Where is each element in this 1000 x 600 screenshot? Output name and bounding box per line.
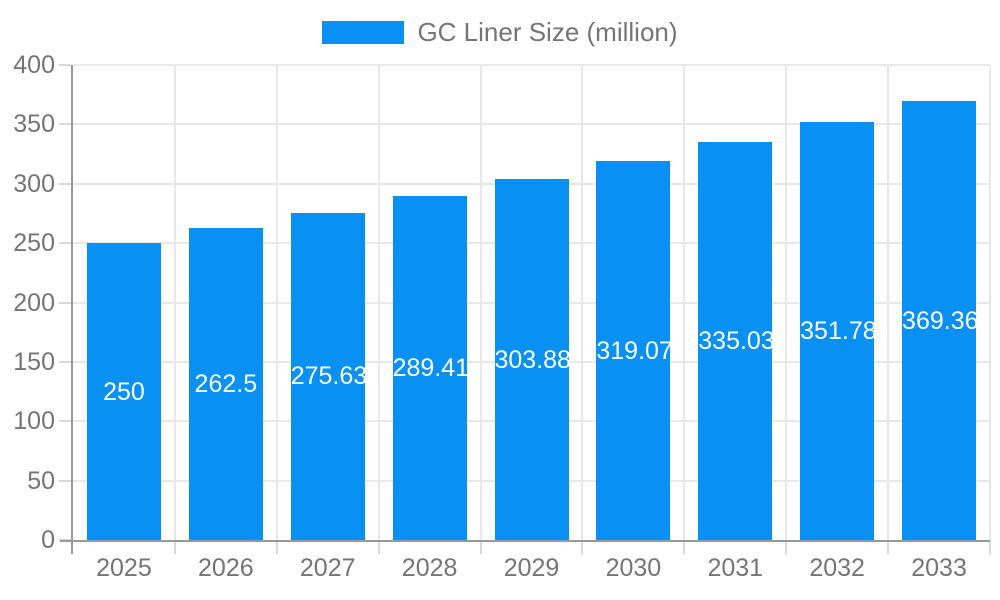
x-axis-tick <box>581 540 584 554</box>
x-axis-tick-label: 2027 <box>299 554 356 582</box>
bar-value-label: 303.88 <box>494 345 571 374</box>
x-axis-tick-label: 2026 <box>198 554 254 582</box>
bar[interactable] <box>902 101 977 540</box>
y-axis-tick <box>59 360 71 363</box>
bar[interactable] <box>392 196 467 540</box>
v-gridline <box>887 65 890 540</box>
v-gridline <box>989 65 991 540</box>
y-axis-tick-label: 200 <box>13 288 55 317</box>
y-axis-tick-label: 100 <box>13 407 55 436</box>
y-axis-tick <box>59 242 71 245</box>
x-axis-tick-label: 2025 <box>96 554 152 582</box>
y-axis-tick-label: 400 <box>13 51 55 79</box>
y-axis-tick <box>59 479 71 482</box>
x-axis-line <box>60 540 990 542</box>
bar[interactable] <box>596 161 671 540</box>
x-axis-tick <box>887 540 890 554</box>
x-axis-tick-label: 2033 <box>911 554 967 582</box>
v-gridline <box>479 65 482 540</box>
y-axis-tick-label: 50 <box>27 466 55 495</box>
x-axis-tick <box>377 540 380 554</box>
bar[interactable] <box>800 122 875 540</box>
x-axis-tick <box>479 540 482 554</box>
y-axis-tick <box>59 420 71 423</box>
y-axis-tick-label: 150 <box>13 347 55 376</box>
y-axis-tick-label: 0 <box>41 526 55 554</box>
v-gridline <box>173 65 176 540</box>
x-axis-tick-label: 2031 <box>707 554 764 582</box>
y-axis-tick-label: 300 <box>13 169 55 198</box>
x-axis-tick <box>683 540 686 554</box>
x-axis-tick-label: 2032 <box>809 554 865 582</box>
bar-value-label: 351.78 <box>800 317 877 346</box>
bar-value-label: 289.41 <box>392 354 470 383</box>
bar[interactable] <box>494 179 569 540</box>
y-axis-tick <box>59 64 71 66</box>
y-axis-tick <box>59 123 71 126</box>
bar-value-label: 250 <box>103 377 145 406</box>
chart-legend: GC Liner Size (million) <box>0 16 1000 48</box>
x-axis-tick-label: 2029 <box>503 554 560 582</box>
y-axis-tick <box>59 301 71 304</box>
v-gridline <box>275 65 278 540</box>
v-gridline <box>683 65 686 540</box>
bar[interactable] <box>290 212 365 540</box>
h-gridline <box>73 123 990 126</box>
bar[interactable] <box>188 228 263 540</box>
bar-value-label: 335.03 <box>698 327 775 356</box>
y-axis-tick <box>59 182 71 185</box>
bar-value-label: 275.63 <box>290 362 368 391</box>
x-axis-tick <box>989 540 991 554</box>
bar-value-label: 262.5 <box>194 370 258 399</box>
bar-value-label: 319.07 <box>596 336 673 365</box>
legend-swatch-icon[interactable] <box>322 20 405 44</box>
h-gridline <box>73 64 990 66</box>
y-axis-line <box>71 65 73 554</box>
y-axis-tick-label: 250 <box>13 229 55 258</box>
v-gridline <box>785 65 788 540</box>
plot-area: 0 50 100 150 200 250 300 350 400 250 2025 262.5 2026… <box>13 51 991 582</box>
x-axis-tick-label: 2028 <box>401 554 458 582</box>
bar[interactable] <box>698 142 773 540</box>
bar[interactable] <box>86 243 161 540</box>
bar-value-label: 369.36 <box>902 306 979 335</box>
x-axis-tick <box>173 540 176 554</box>
x-axis-tick <box>785 540 788 554</box>
v-gridline <box>377 65 380 540</box>
x-axis-tick-label: 2030 <box>605 554 662 582</box>
y-axis-tick-label: 350 <box>13 110 55 139</box>
x-axis-tick <box>275 540 278 554</box>
v-gridline <box>581 65 584 540</box>
legend-label: GC Liner Size (million) <box>417 16 678 47</box>
